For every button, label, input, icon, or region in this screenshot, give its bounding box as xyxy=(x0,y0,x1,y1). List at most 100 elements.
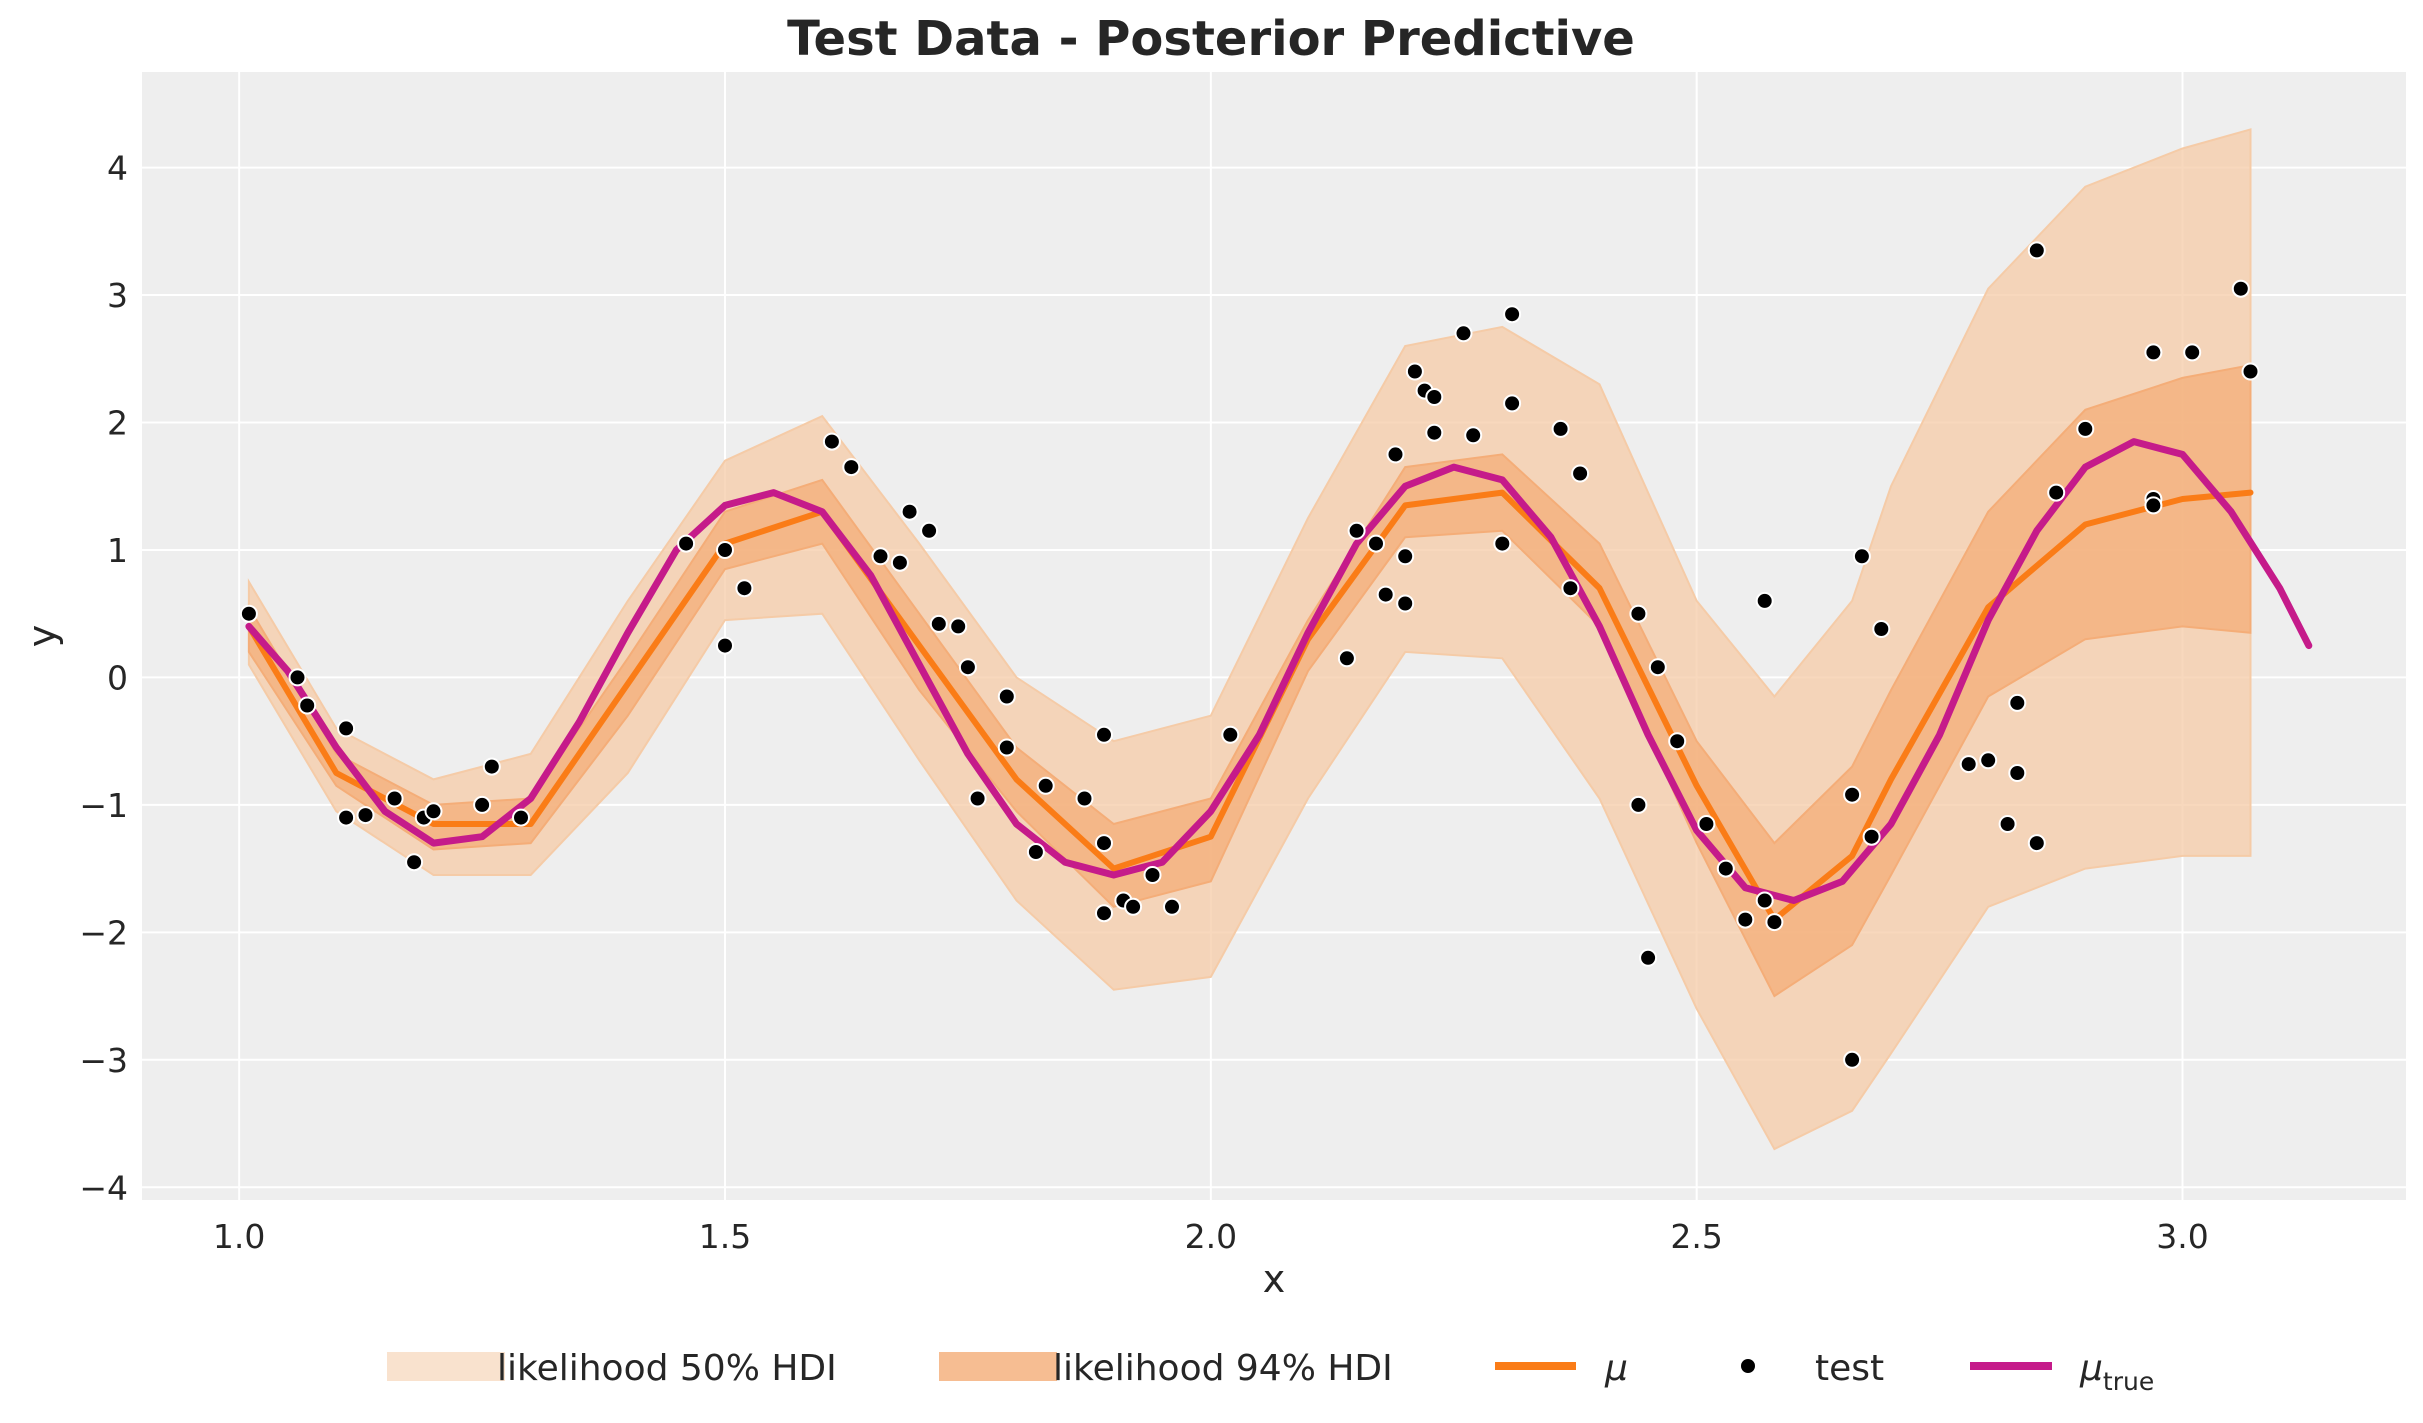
test-point-59 xyxy=(1629,604,1648,623)
legend-label-test: test xyxy=(1815,1348,1884,1389)
test-points xyxy=(239,241,2260,1069)
test-point-88 xyxy=(2231,279,2250,298)
y-tick-label-4: 0 xyxy=(107,658,128,697)
test-point-57 xyxy=(1561,579,1580,598)
y-tick-label-7: 3 xyxy=(107,276,128,315)
test-point-22 xyxy=(920,521,939,540)
test-point-4 xyxy=(337,808,356,827)
test-point-50 xyxy=(1425,423,1444,442)
test-point-38 xyxy=(1163,897,1181,916)
test-point-69 xyxy=(1765,913,1784,932)
test-point-30 xyxy=(1036,776,1055,795)
test-point-73 xyxy=(1862,827,1881,846)
test-point-21 xyxy=(900,502,919,521)
test-point-44 xyxy=(1386,445,1405,464)
legend-item-mu: μ xyxy=(1495,1348,1628,1389)
test-point-63 xyxy=(1668,732,1687,751)
test-point-56 xyxy=(1551,419,1570,438)
test-point-80 xyxy=(2027,241,2046,260)
test-point-36 xyxy=(1124,897,1143,916)
test-point-76 xyxy=(1979,751,1998,770)
test-point-39 xyxy=(1221,725,1240,744)
test-point-54 xyxy=(1503,305,1522,324)
series-line-mu-true xyxy=(245,438,2313,904)
x-tick-label-4: 3.0 xyxy=(2156,1217,2208,1256)
test-point-17 xyxy=(822,432,841,451)
test-point-5 xyxy=(356,806,375,825)
legend-item-test: test xyxy=(1739,1348,1884,1389)
test-point-19 xyxy=(871,547,890,566)
test-point-37 xyxy=(1143,866,1162,884)
test-point-10 xyxy=(473,795,492,814)
test-point-28 xyxy=(997,687,1016,706)
legend-item-hdi94: likelihood 94% HDI xyxy=(939,1348,1393,1389)
test-point-62 xyxy=(1648,658,1667,677)
test-point-87 xyxy=(2183,343,2202,362)
y-ticks: −4 −3 −2 −1 0 1 2 3 4 xyxy=(79,149,128,1208)
test-point-60 xyxy=(1629,795,1648,814)
test-point-72 xyxy=(1852,547,1871,566)
test-point-32 xyxy=(1095,725,1113,744)
test-point-70 xyxy=(1843,785,1862,804)
x-tick-label-0: 1.0 xyxy=(213,1217,265,1256)
legend-marker-test xyxy=(1739,1357,1757,1375)
test-point-13 xyxy=(677,534,696,553)
test-point-79 xyxy=(2008,764,2027,782)
test-point-31 xyxy=(1075,789,1094,808)
test-point-64 xyxy=(1697,815,1716,833)
x-tick-label-2: 2.0 xyxy=(1185,1217,1237,1256)
test-point-81 xyxy=(2027,834,2046,853)
series-lines xyxy=(245,438,2313,923)
test-point-67 xyxy=(1755,891,1774,910)
hdi-band-inner xyxy=(247,363,2252,998)
legend-item-hdi50: likelihood 50% HDI xyxy=(387,1348,837,1389)
test-point-51 xyxy=(1454,324,1473,343)
test-point-47 xyxy=(1405,362,1424,381)
x-tick-label-3: 2.5 xyxy=(1670,1217,1722,1256)
test-point-65 xyxy=(1716,859,1735,878)
test-point-2 xyxy=(298,696,317,715)
y-tick-label-2: −2 xyxy=(79,913,128,952)
test-point-24 xyxy=(949,617,968,636)
test-point-42 xyxy=(1367,534,1385,553)
test-point-7 xyxy=(405,853,424,872)
test-point-25 xyxy=(958,658,977,677)
test-point-84 xyxy=(2144,343,2163,362)
legend-label-mu: μ xyxy=(1604,1348,1628,1389)
legend-swatch-hdi94 xyxy=(939,1352,1057,1381)
test-point-12 xyxy=(512,808,530,827)
test-point-33 xyxy=(1095,904,1113,923)
test-point-66 xyxy=(1736,910,1755,929)
legend-label-mu-true: μtrue xyxy=(2079,1348,2154,1396)
test-point-29 xyxy=(1026,843,1045,861)
test-point-55 xyxy=(1503,394,1522,413)
test-point-40 xyxy=(1337,649,1356,668)
chart-title: Test Data - Posterior Predictive xyxy=(787,11,1635,67)
test-point-75 xyxy=(1959,755,1978,774)
x-ticks: 1.0 1.5 2.0 2.5 3.0 xyxy=(213,1217,2209,1256)
legend: likelihood 50% HDI likelihood 94% HDI μ … xyxy=(387,1348,2154,1396)
test-point-0 xyxy=(239,604,258,623)
legend-label-mu-true-main: μ xyxy=(2079,1348,2103,1389)
legend-label-hdi94: likelihood 94% HDI xyxy=(1053,1348,1393,1389)
test-point-9 xyxy=(424,802,443,821)
test-point-23 xyxy=(929,614,948,633)
test-point-61 xyxy=(1639,948,1658,967)
legend-label-mu-true-sub: true xyxy=(2103,1367,2154,1396)
test-point-52 xyxy=(1464,426,1483,445)
test-point-16 xyxy=(735,579,754,598)
test-point-49 xyxy=(1425,388,1444,406)
test-point-43 xyxy=(1376,585,1395,604)
test-point-27 xyxy=(997,738,1016,757)
legend-label-hdi50: likelihood 50% HDI xyxy=(497,1348,837,1389)
test-point-26 xyxy=(968,789,987,808)
test-point-46 xyxy=(1396,594,1415,613)
test-point-82 xyxy=(2047,483,2066,502)
hdi-bands xyxy=(247,128,2252,1151)
test-point-3 xyxy=(337,719,356,738)
test-point-14 xyxy=(716,636,734,655)
y-tick-label-1: −3 xyxy=(79,1041,128,1080)
y-tick-label-8: 4 xyxy=(107,149,128,188)
y-tick-label-5: 1 xyxy=(107,531,128,570)
